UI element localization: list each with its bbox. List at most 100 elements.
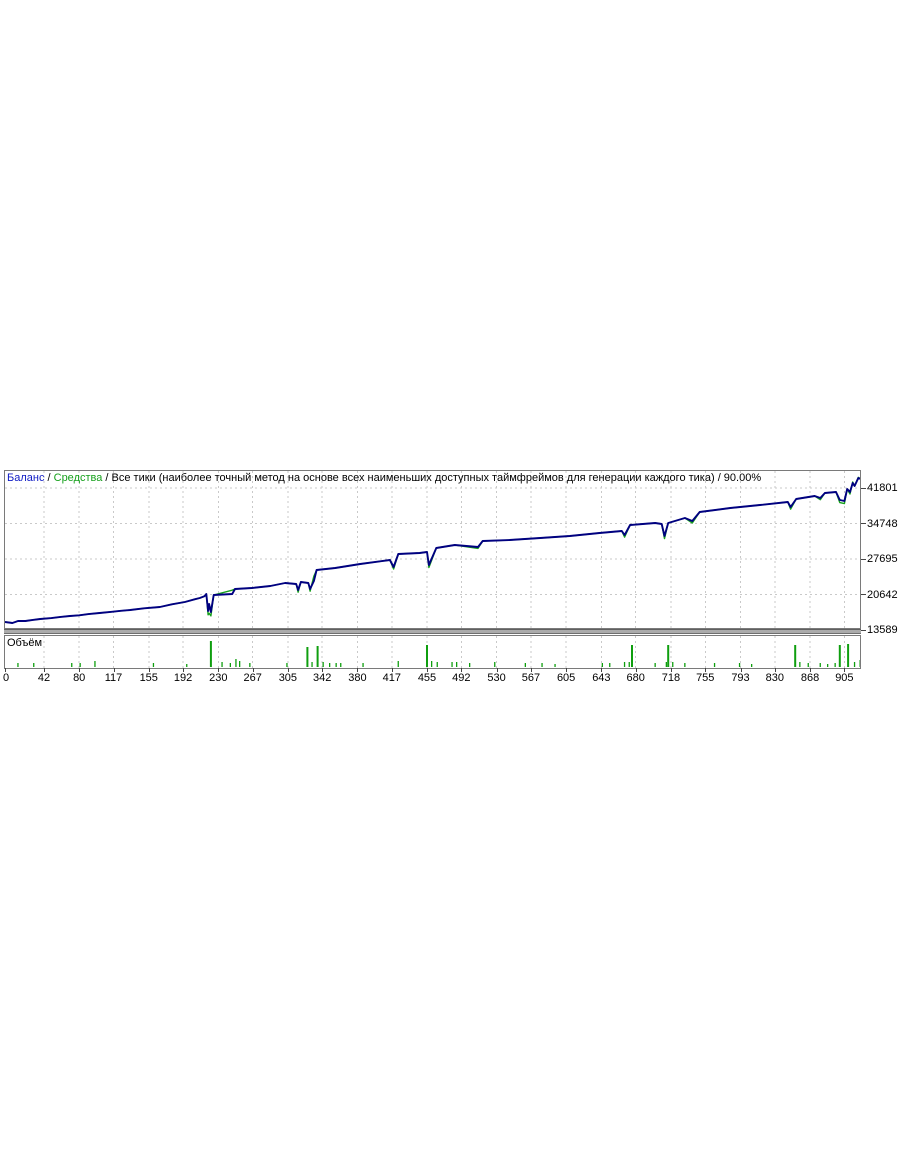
volume-bar [827,664,829,667]
x-axis-tick [774,668,776,672]
volume-bar [322,662,324,667]
volume-bar [684,663,686,667]
volume-bar [834,663,836,667]
volume-bar [838,645,841,667]
volume-canvas [17,636,860,668]
x-axis-label: 755 [696,672,715,684]
volume-bar [340,663,342,667]
x-axis-tick [43,668,45,672]
volume-bar [71,663,73,667]
chart-legend: Баланс / Средства / Все тики (наиболее т… [7,472,761,484]
x-axis-tick [530,668,532,672]
x-axis-label: 905 [835,672,854,684]
y-axis-label: 27695 [867,553,898,565]
volume-bar [17,663,19,667]
volume-bar [665,662,667,667]
volume-bar [713,663,716,667]
volume-bar [554,664,556,667]
volume-bar [807,663,809,667]
pane-separator [4,629,861,634]
volume-bar [847,644,850,667]
y-axis-tick [861,487,866,489]
volume-bar [286,663,288,667]
volume-bar [738,663,741,667]
volume-bar [209,641,212,667]
volume-bar [329,663,331,667]
x-axis-tick [566,668,568,672]
x-axis-tick [287,668,289,672]
x-axis-tick [79,668,81,672]
equity-line [5,476,860,624]
volume-bar [654,663,656,667]
x-axis-tick [427,668,428,672]
x-axis-tick [705,668,707,672]
volume-bar [239,661,241,667]
x-axis-tick [670,668,672,672]
y-axis-label: 34748 [867,517,898,530]
x-axis-label: 0 [3,672,10,684]
volume-bar [799,662,801,667]
volume-bar [362,663,364,667]
y-axis-label: 13589 [867,624,898,636]
volume-bar [609,663,611,667]
volume-bar [316,646,319,667]
volume-bar [235,659,237,667]
x-axis-tick [357,668,359,672]
y-axis-tick [861,558,866,560]
y-axis-label: 20642 [867,588,898,601]
volume-bar [541,663,543,667]
x-axis-tick [496,668,498,672]
volume-bar [456,662,458,667]
x-axis-label: 230 [209,672,228,684]
volume-bar [229,663,231,667]
volume-bar [819,663,821,667]
x-axis-label: 455 [417,672,437,684]
volume-bar [628,662,630,667]
legend-sep1: / [44,472,54,484]
x-axis-tick [810,668,812,672]
x-axis-label: 342 [313,672,332,684]
x-axis-label: 868 [800,672,820,684]
y-axis-tick [861,629,866,631]
volume-bar [221,662,223,667]
x-axis-label: 305 [278,672,298,684]
volume-bar [631,645,633,667]
volume-bar [794,645,797,667]
x-axis-label: 830 [765,672,784,684]
x-axis-tick [844,668,846,672]
volume-pane-title: Объём [7,637,43,649]
volume-bar [601,663,603,667]
x-axis-tick [183,668,185,672]
volume-bar [859,660,860,667]
x-axis-label: 530 [487,672,506,684]
volume-bar [94,661,96,667]
x-axis-label: 417 [382,672,401,684]
volume-bar [79,663,81,667]
volume-bar [249,663,251,667]
x-axis-label: 267 [243,672,262,684]
volume-bar [311,662,313,667]
x-axis-tick [601,668,603,672]
x-axis-tick [148,668,150,672]
x-axis-label: 605 [556,672,576,684]
x-axis-tick [252,668,254,672]
legend-mode: / Все тики (наиболее точный метод на осн… [102,472,762,484]
volume-bar [397,661,399,667]
legend-balance: Баланс [7,472,45,484]
x-axis-tick [322,668,324,672]
volume-bar [623,662,626,667]
volume-bar [469,663,471,667]
x-axis-label: 718 [661,672,681,684]
x-axis-label: 42 [37,672,51,684]
legend-equity: Средства [53,472,103,484]
x-axis-label: 80 [73,672,86,684]
volume-bar [431,661,433,667]
volume-bar [751,664,753,667]
volume-bar [186,664,188,667]
x-axis-tick [113,668,115,672]
volume-bar [667,645,670,667]
x-axis-label: 793 [731,672,750,684]
y-axis-label: 41801 [867,482,898,494]
balance-chart-pane [4,470,861,629]
